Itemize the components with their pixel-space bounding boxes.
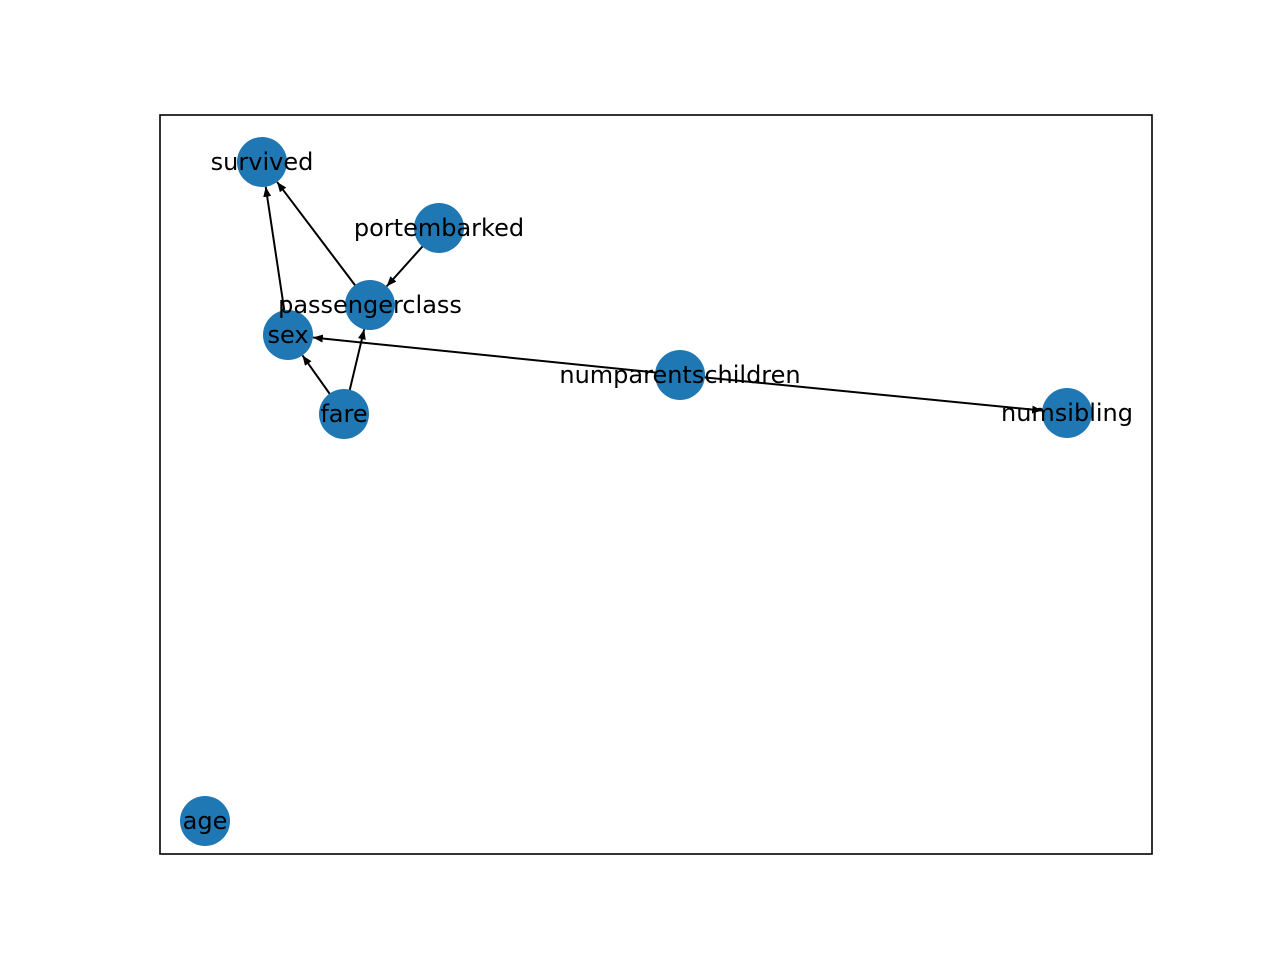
node-label-passengerclass: passengerclass <box>278 291 462 319</box>
node-label-fare: fare <box>320 400 367 428</box>
node-label-sex: sex <box>267 321 308 349</box>
node-passengerclass <box>345 280 395 330</box>
nodes-layer <box>180 137 1092 846</box>
plot-frame <box>159 114 1153 855</box>
edge-numparentschildren-to-numsibling <box>679 374 1043 414</box>
edge-numparentschildren-to-sex <box>312 334 681 376</box>
node-label-numsibling: numsibling <box>1001 399 1133 427</box>
node-sex <box>263 310 313 360</box>
edge-passengerclass-to-survived <box>276 181 371 306</box>
node-portembarked <box>414 203 464 253</box>
node-fare <box>319 389 369 439</box>
node-label-numparentschildren: numparentschildren <box>559 361 800 389</box>
node-label-survived: survived <box>211 148 314 176</box>
node-label-portembarked: portembarked <box>354 214 524 242</box>
node-label-age: age <box>183 807 228 835</box>
node-numsibling <box>1042 388 1092 438</box>
node-survived <box>237 137 287 187</box>
node-numparentschildren <box>655 350 705 400</box>
node-age <box>180 796 230 846</box>
